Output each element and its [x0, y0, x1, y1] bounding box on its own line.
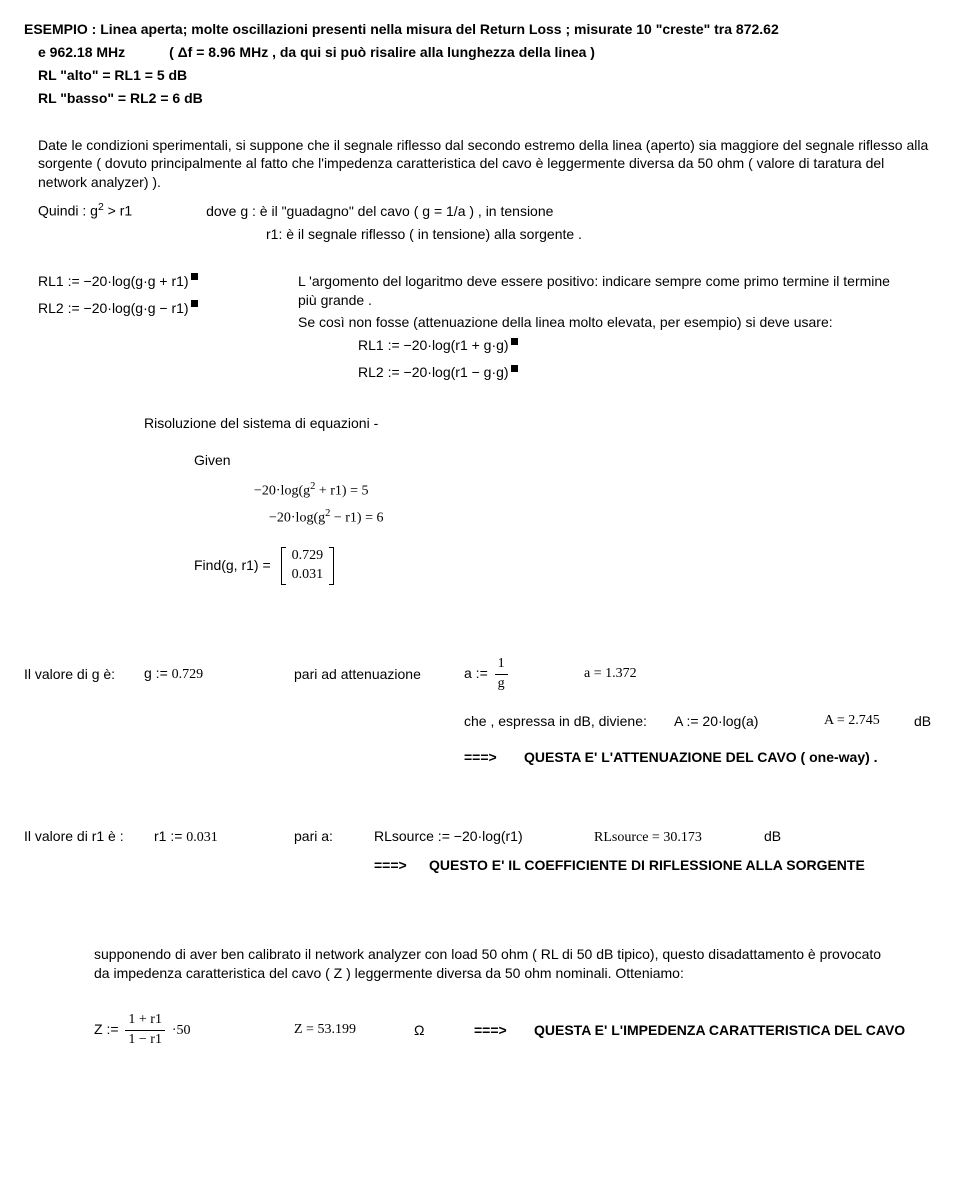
example-freq: e 962.18 MHz	[38, 44, 125, 60]
g-value-label: Il valore di g è:	[24, 665, 144, 684]
result-vector: 0.729 0.031	[281, 547, 335, 585]
z-frac-num: 1 + r1	[125, 1011, 165, 1031]
pari-a: pari a:	[294, 827, 374, 846]
quindi-line: Quindi : g2 > r1 dove g : è il "guadagno…	[38, 200, 936, 221]
quindi-prefix: Quindi : g	[38, 203, 98, 219]
a-result: a = 1.372	[584, 665, 714, 684]
rl2-equation: RL2 := −20·log(g·g − r1)	[38, 299, 298, 318]
z-frac-den: 1 − r1	[125, 1031, 165, 1050]
z-fraction: 1 + r1 1 − r1	[125, 1011, 165, 1050]
arrow-3: ===>	[474, 1021, 534, 1040]
arrow-1: ===>	[464, 748, 524, 767]
g-value: 0.729	[172, 667, 204, 682]
quindi-gt: > r1	[104, 203, 132, 219]
assumptions-text: Date le condizioni sperimentali, si supp…	[38, 136, 936, 193]
quindi-r1: r1: è il segnale riflesso ( in tensione)…	[266, 225, 936, 244]
attenuation-conclusion: ===> QUESTA E' L'ATTENUAZIONE DEL CAVO (…	[464, 748, 936, 767]
a-db-row: che , espressa in dB, diviene: A := 20·l…	[464, 712, 936, 731]
rl2-alt-text: RL2 := −20·log(r1 − g·g)	[358, 364, 509, 380]
risoluzione-label: Risoluzione del sistema di equazioni -	[144, 414, 936, 433]
z-mult: ·50	[172, 1023, 191, 1038]
db-label: dB	[914, 712, 931, 731]
rl1-alt-equation: RL1 := −20·log(r1 + g·g)	[358, 336, 898, 355]
rl2-eq-text: RL2 := −20·log(g·g − r1)	[38, 300, 189, 316]
rl1-eq-text: RL1 := −20·log(g·g + r1)	[38, 273, 189, 289]
a-fraction: 1 g	[495, 655, 508, 694]
g-value-row: Il valore di g è: g := 0.729 pari ad att…	[24, 655, 936, 694]
log-argument-note1: L 'argomento del logaritmo deve essere p…	[298, 272, 898, 310]
impedance-text: QUESTA E' L'IMPEDENZA CARATTERISTICA DEL…	[534, 1021, 905, 1040]
quindi-dove: dove g : è il "guadagno" del cavo ( g = …	[206, 203, 553, 219]
r1-value-row: Il valore di r1 è : r1 := 0.031 pari a: …	[24, 827, 936, 848]
r1-value: 0.031	[186, 830, 218, 845]
log-argument-note2: Se così non fosse (attenuazione della li…	[298, 313, 898, 332]
system-eq1: −20·log(g2 + r1) = 5	[254, 480, 936, 502]
r1-value-label: Il valore di r1 è :	[24, 827, 154, 846]
a-frac-num: 1	[495, 655, 508, 675]
db-label-2: dB	[764, 827, 781, 846]
A-result: A = 2.745	[824, 712, 914, 731]
arrow-2: ===>	[374, 856, 429, 875]
z-row: Z := 1 + r1 1 − r1 ·50 Z = 53.199 Ω ===>…	[94, 1011, 936, 1050]
eq1-a: −20·log(g	[254, 484, 310, 499]
find-result: Find(g, r1) = 0.729 0.031	[194, 547, 936, 585]
rl2-alt-equation: RL2 := −20·log(r1 − g·g)	[358, 363, 898, 382]
reflection-conclusion: ===> QUESTO E' IL COEFFICIENTE DI RIFLES…	[374, 856, 936, 875]
vector-val-1: 0.729	[292, 547, 324, 566]
pari-attenuazione: pari ad attenuazione	[294, 665, 464, 684]
rlsource-result: RLsource = 30.173	[594, 829, 764, 848]
z-assign: Z :=	[94, 1021, 122, 1037]
a-assign: a :=	[464, 665, 492, 681]
marker-icon	[511, 338, 518, 345]
marker-icon	[511, 365, 518, 372]
marker-icon	[191, 273, 198, 280]
rl1-alt-text: RL1 := −20·log(r1 + g·g)	[358, 337, 509, 353]
rlsource-assign: RLsource := −20·log(r1)	[374, 827, 594, 846]
given-label: Given	[194, 451, 936, 470]
reflection-text: QUESTO E' IL COEFFICIENTE DI RIFLESSIONE…	[429, 856, 865, 875]
rl1-equation: RL1 := −20·log(g·g + r1)	[38, 272, 298, 291]
A-assign: A := 20·log(a)	[674, 712, 824, 731]
vector-val-2: 0.031	[292, 566, 324, 585]
z-result: Z = 53.199	[294, 1021, 414, 1040]
r1-assign: r1 :=	[154, 828, 186, 844]
che-db: che , espressa in dB, diviene:	[464, 712, 674, 731]
example-line1: ESEMPIO : Linea aperta; molte oscillazio…	[24, 20, 936, 39]
find-label: Find(g, r1) =	[194, 556, 271, 575]
eq1-b: + r1) = 5	[315, 484, 368, 499]
marker-icon	[191, 300, 198, 307]
attenuation-text: QUESTA E' L'ATTENUAZIONE DEL CAVO ( one-…	[524, 748, 878, 767]
g-assign: g :=	[144, 665, 172, 681]
esempio-label: ESEMPIO : Linea aperta; molte oscillazio…	[24, 21, 779, 37]
example-delta-f: ( Δf = 8.96 MHz , da qui si può risalire…	[169, 44, 595, 60]
system-eq2: −20·log(g2 − r1) = 6	[269, 507, 936, 529]
example-line2: e 962.18 MHz ( Δf = 8.96 MHz , da qui si…	[38, 43, 936, 62]
rl-equations-row: RL1 := −20·log(g·g + r1) RL2 := −20·log(…	[24, 272, 936, 386]
eq2-a: −20·log(g	[269, 511, 325, 526]
supponendo-paragraph: supponendo di aver ben calibrato il netw…	[94, 945, 894, 983]
ohm-label: Ω	[414, 1021, 474, 1040]
eq2-b: − r1) = 6	[330, 511, 383, 526]
a-frac-den: g	[495, 675, 508, 694]
rl-alto: RL "alto" = RL1 = 5 dB	[38, 66, 936, 85]
rl-basso: RL "basso" = RL2 = 6 dB	[38, 89, 936, 108]
